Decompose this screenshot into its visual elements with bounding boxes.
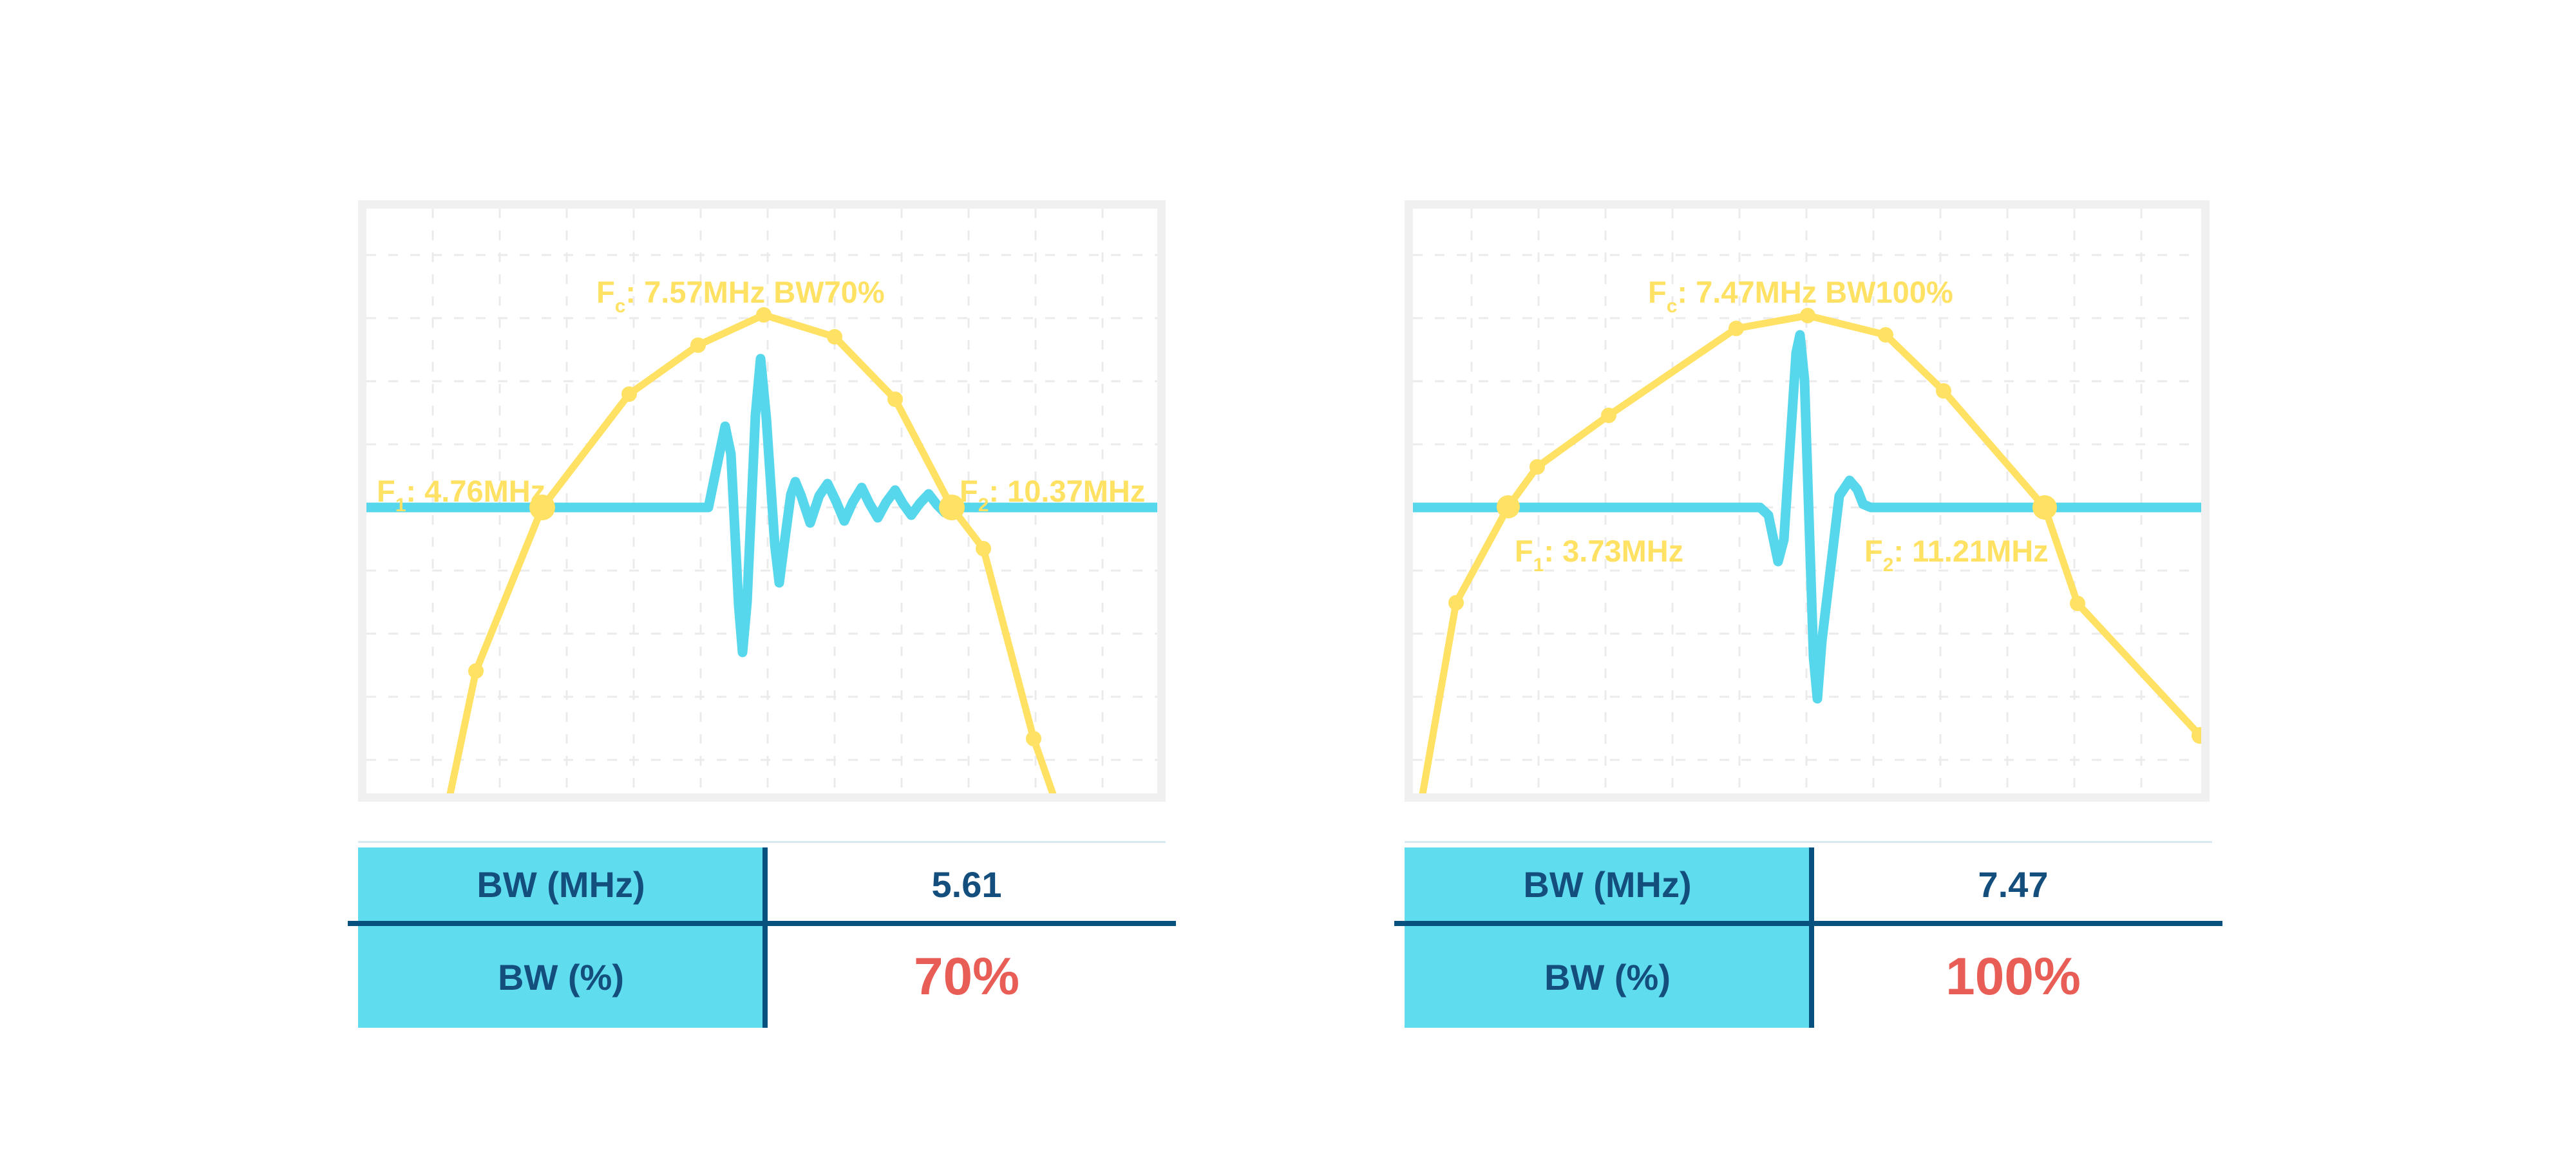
left-chart: Fc: 7.57MHz BW70% F1: 4.76MHz F2: 10.37MHz [366, 209, 1157, 793]
table-column-divider [1809, 847, 1814, 1028]
spectrum-marker [1800, 308, 1815, 323]
f2-annotation: F2: 10.37MHz [960, 474, 1145, 516]
bw-mhz-value-text: 5.61 [931, 864, 1002, 905]
table-row-divider [348, 921, 1176, 926]
spectrum-marker [2032, 495, 2057, 520]
spectrum-marker [2192, 727, 2201, 744]
spectrum-marker [756, 307, 772, 323]
spectrum-marker [1026, 731, 1041, 746]
f2-annotation: F2: 11.21MHz [1864, 534, 2049, 576]
bw-mhz-label-text: BW (MHz) [477, 864, 645, 905]
pulse-waveform [366, 354, 1157, 657]
spectrum-marker [827, 329, 842, 345]
bw-pct-value-text: 70% [913, 947, 1020, 1006]
bw-pct-value-text: 100% [1946, 947, 2081, 1006]
spectrum-marker [1497, 495, 1520, 518]
spectrum-marker [621, 386, 637, 402]
spectrum-marker [887, 392, 903, 407]
bw-pct-label-text: BW (%) [498, 956, 624, 998]
bw-pct-value: 100% [1814, 926, 2212, 1028]
table-header-background [1405, 847, 1810, 1028]
table-column-divider [762, 847, 768, 1028]
bw-mhz-value: 7.47 [1814, 847, 2212, 921]
spectrum-marker [529, 495, 555, 520]
spectrum-marker [976, 541, 991, 556]
bw-pct-value: 70% [768, 926, 1166, 1028]
spectrum-marker [2070, 596, 2085, 611]
bw-mhz-label: BW (MHz) [1405, 847, 1810, 921]
spectrum-curve [1419, 312, 2201, 793]
table-row-divider [1394, 921, 2222, 926]
bw-mhz-label-text: BW (MHz) [1523, 864, 1692, 905]
bw-pct-label-text: BW (%) [1544, 956, 1671, 998]
f1-annotation: F1: 4.76MHz [377, 474, 545, 516]
fc-annotation: Fc: 7.47MHz BW100% [1648, 275, 1953, 317]
f1-annotation: F1: 3.73MHz [1515, 534, 1683, 576]
bw-mhz-label: BW (MHz) [358, 847, 764, 921]
spectrum-marker [1601, 408, 1616, 423]
spectrum-marker [1936, 383, 1951, 399]
bw-mhz-value: 5.61 [768, 847, 1166, 921]
spectrum-marker [939, 495, 965, 520]
right-chart: Fc: 7.47MHz BW100% F1: 3.73MHz F2: 11.21MH… [1413, 209, 2201, 793]
pulse-waveform [1413, 330, 2201, 704]
table-top-border [358, 841, 1166, 843]
spectrum-curve [446, 311, 1057, 793]
left-chart-frame: Fc: 7.57MHz BW70% F1: 4.76MHz F2: 10.37MHz [358, 200, 1166, 802]
spectrum-marker [1878, 327, 1893, 343]
bw-table-left: BW (MHz) 5.61 BW (%) 70% [348, 841, 1176, 1028]
bw-pct-label: BW (%) [358, 926, 764, 1028]
spectrum-marker [1448, 595, 1464, 610]
table-header-background [358, 847, 764, 1028]
spectrum-marker [1530, 459, 1545, 475]
bw-table-right: BW (MHz) 7.47 BW (%) 100% [1394, 841, 2222, 1028]
bw-pct-label: BW (%) [1405, 926, 1810, 1028]
spectrum-marker [1728, 321, 1744, 336]
spectrum-marker [468, 663, 484, 679]
bw-mhz-value-text: 7.47 [1978, 864, 2049, 905]
spectrum-marker [690, 337, 706, 353]
table-top-border [1405, 841, 2212, 843]
fc-annotation: Fc: 7.57MHz BW70% [596, 275, 885, 317]
right-chart-frame: Fc: 7.47MHz BW100% F1: 3.73MHz F2: 11.21MH… [1405, 200, 2210, 802]
